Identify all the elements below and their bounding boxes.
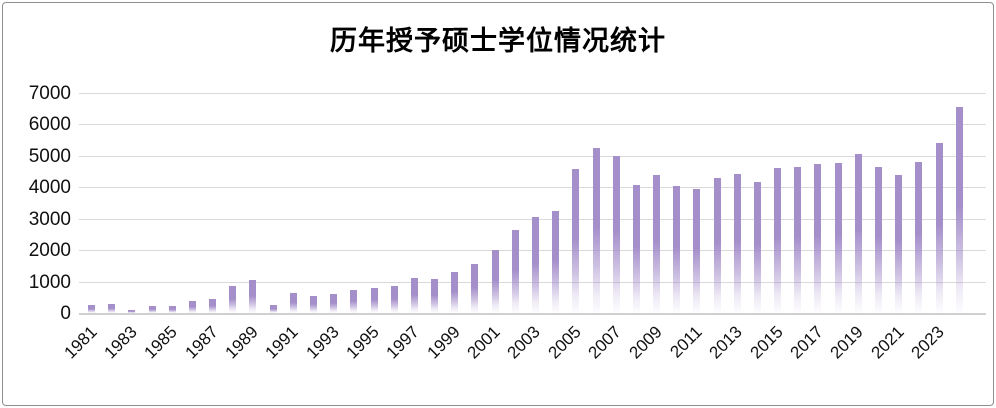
bar-2005 xyxy=(572,169,580,313)
bar-2016 xyxy=(794,167,802,313)
bar-2013 xyxy=(733,173,741,313)
x-axis-baseline xyxy=(79,313,986,315)
y-axis-tick-label: 5000 xyxy=(28,145,71,167)
bar-1984 xyxy=(148,306,156,313)
bar-1989 xyxy=(249,280,257,313)
bar-2020 xyxy=(875,166,883,313)
bar-2022 xyxy=(915,162,923,313)
bar-1987 xyxy=(209,299,217,313)
bar-2006 xyxy=(592,148,600,313)
x-axis-tick-label: 2023 xyxy=(907,322,948,363)
x-axis-tick-label: 1989 xyxy=(221,322,262,363)
bar-1992 xyxy=(309,295,317,313)
bar-1997 xyxy=(410,278,418,313)
bar-1996 xyxy=(390,286,398,313)
x-axis-tick-label: 2019 xyxy=(826,322,868,363)
x-axis-tick-label: 1993 xyxy=(302,322,343,363)
x-axis-tick-label: 1983 xyxy=(100,322,141,363)
bar-2015 xyxy=(774,168,782,313)
bar-1990 xyxy=(269,305,277,313)
y-axis-tick-label: 7000 xyxy=(28,83,71,104)
x-axis-tick-label: 2003 xyxy=(503,322,545,363)
y-axis-tick-label: 2000 xyxy=(28,240,71,262)
bar-2012 xyxy=(713,178,721,313)
bar-2002 xyxy=(511,229,519,313)
bar-1998 xyxy=(431,279,439,313)
x-axis-tick-label: 2005 xyxy=(544,322,585,363)
bar-1986 xyxy=(188,300,196,313)
bar-2003 xyxy=(531,216,539,313)
bar-1995 xyxy=(370,288,378,313)
x-axis-tick-label: 1997 xyxy=(382,322,424,363)
x-axis-tick-label: 1987 xyxy=(181,322,222,363)
bar-2009 xyxy=(653,174,661,313)
bar-2023 xyxy=(935,142,943,313)
bar-1981 xyxy=(88,304,95,313)
gridline xyxy=(79,124,986,126)
x-axis-tick-label: 2001 xyxy=(463,322,504,363)
bar-2004 xyxy=(552,210,560,313)
x-axis-tick-label: 2007 xyxy=(584,322,625,363)
bar-1994 xyxy=(350,290,358,313)
bar-2018 xyxy=(834,162,842,313)
bar-2011 xyxy=(693,189,701,313)
gridline xyxy=(79,155,986,157)
chart-title: 历年授予硕士学位情况统计 xyxy=(330,26,666,56)
x-axis-tick-label: 2009 xyxy=(625,322,666,363)
bar-2019 xyxy=(854,153,862,313)
x-axis-tick-label: 2017 xyxy=(786,322,827,363)
y-axis-tick-label: 0 xyxy=(60,303,71,324)
x-axis-tick-label: 1981 xyxy=(60,322,101,363)
gridline xyxy=(79,93,986,94)
bar-2024 xyxy=(955,107,963,313)
bar-2010 xyxy=(673,186,681,313)
bar-1991 xyxy=(289,292,297,313)
y-axis-tick-label: 6000 xyxy=(28,114,71,136)
bar-2001 xyxy=(491,249,499,313)
bar-1988 xyxy=(229,285,237,313)
x-axis-tick-label: 2011 xyxy=(666,322,706,362)
bar-2007 xyxy=(612,156,620,313)
bar-2014 xyxy=(753,182,761,313)
gridline xyxy=(79,187,986,189)
bar-1983 xyxy=(128,309,136,313)
bar-1982 xyxy=(108,303,116,313)
y-axis-tick-label: 3000 xyxy=(28,208,71,230)
bar-2017 xyxy=(814,163,822,313)
x-axis-tick-label: 1995 xyxy=(342,322,383,363)
y-axis-tick-label: 1000 xyxy=(28,271,71,293)
x-axis-tick-label: 1991 xyxy=(261,322,303,363)
bar-1999 xyxy=(451,271,459,313)
bar-2021 xyxy=(895,175,903,313)
y-axis-tick-label: 4000 xyxy=(28,177,71,199)
x-axis-tick-label: 2015 xyxy=(746,322,787,363)
bar-2008 xyxy=(632,184,640,313)
bar-1993 xyxy=(330,293,338,313)
bar-2000 xyxy=(471,263,479,313)
x-axis-tick-label: 1985 xyxy=(140,322,181,363)
x-axis-tick-label: 1999 xyxy=(423,322,464,363)
x-axis-tick-label: 2021 xyxy=(867,322,908,363)
x-axis-tick-label: 2013 xyxy=(705,322,746,363)
bar-1985 xyxy=(168,305,176,313)
